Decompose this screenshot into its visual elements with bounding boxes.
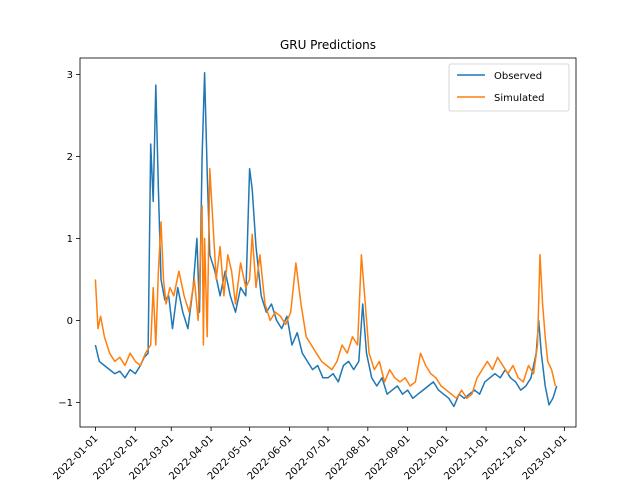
axes-frame: [79, 57, 577, 428]
legend-label-observed: Observed: [494, 71, 542, 82]
legend-label-simulated: Simulated: [494, 93, 545, 104]
y-tick-label: 3: [67, 70, 73, 81]
chart-title: GRU Predictions: [280, 38, 376, 52]
y-tick-label: 2: [67, 152, 73, 163]
legend: Observed Simulated: [448, 63, 570, 112]
y-tick-label: 0: [67, 316, 73, 327]
series-group: [94, 72, 558, 408]
y-tick-label: 1: [67, 234, 73, 245]
y-tick-label: −1: [58, 398, 73, 409]
series-line-observed: [94, 72, 558, 408]
series-line-simulated: [94, 167, 557, 400]
y-axis: −1 0 1 2 3: [58, 70, 80, 409]
